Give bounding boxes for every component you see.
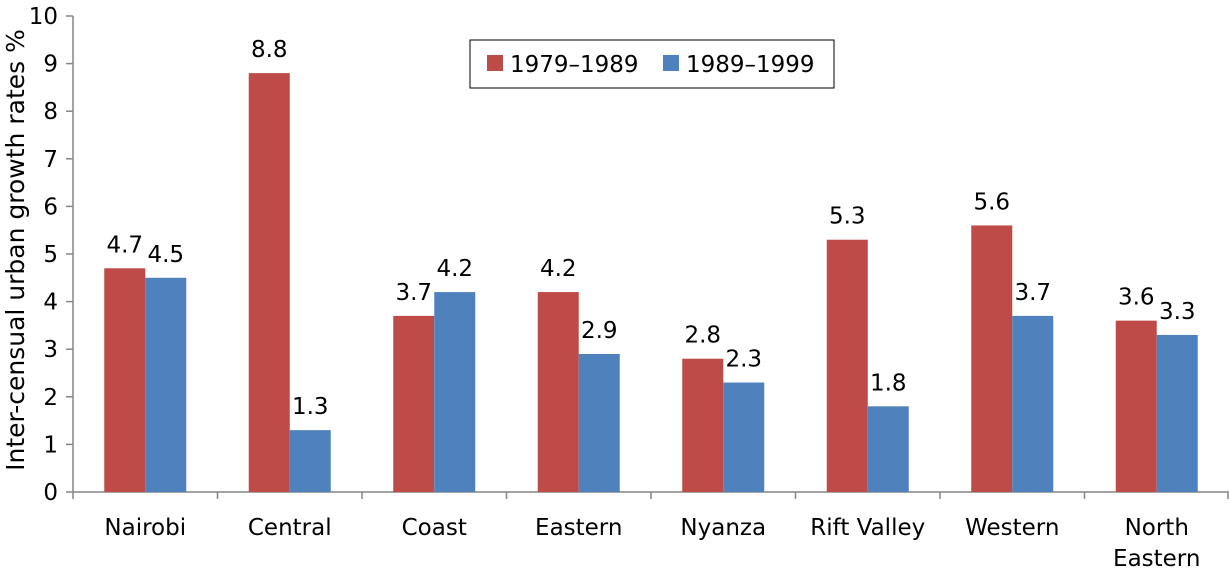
bar-value-label: 5.6 bbox=[973, 189, 1010, 215]
y-axis: 0 1 2 3 4 5 6 7 8 9 10 bbox=[29, 4, 74, 506]
bar-series-2 bbox=[1012, 315, 1054, 492]
bar-series-1 bbox=[104, 268, 146, 492]
bar-value-label: 3.7 bbox=[1014, 280, 1051, 306]
x-tick-label: Central bbox=[248, 515, 332, 541]
bar-series-1 bbox=[1115, 320, 1157, 492]
x-tick-label: North bbox=[1125, 515, 1189, 541]
bar-series-2 bbox=[434, 292, 476, 492]
y-tick-label: 2 bbox=[43, 385, 58, 411]
y-tick-label: 6 bbox=[43, 194, 58, 220]
bar-value-label: 4.5 bbox=[147, 242, 184, 268]
bar-series-1 bbox=[537, 292, 579, 492]
legend-swatch-2 bbox=[663, 55, 679, 71]
bar-series-2 bbox=[289, 430, 331, 492]
bar-value-label: 3.6 bbox=[1118, 285, 1155, 311]
y-tick-label: 1 bbox=[43, 432, 58, 458]
bar-value-label: 2.8 bbox=[684, 323, 721, 349]
x-tick-label: Eastern bbox=[1113, 546, 1200, 572]
bar-value-label: 3.3 bbox=[1159, 299, 1196, 325]
bar-series-2 bbox=[145, 277, 187, 492]
legend-box bbox=[469, 39, 835, 89]
legend-swatch-1 bbox=[487, 55, 503, 71]
bar-value-label: 1.3 bbox=[292, 394, 329, 420]
bar-value-label: 4.2 bbox=[436, 256, 473, 282]
x-tick-label: Coast bbox=[402, 515, 467, 541]
bar-value-label: 4.7 bbox=[106, 232, 143, 258]
bar-value-label: 2.9 bbox=[581, 318, 618, 344]
bar-series-1 bbox=[248, 73, 290, 493]
legend-label-1: 1979–1989 bbox=[510, 52, 639, 78]
bar-series-1 bbox=[826, 239, 868, 492]
x-axis: Nairobi Central Coast Eastern Nyanza Rift Val… bbox=[72, 491, 1229, 572]
y-tick-label: 0 bbox=[43, 480, 58, 506]
bar-series-1 bbox=[682, 358, 724, 492]
legend-label-2: 1989–1999 bbox=[686, 52, 815, 78]
y-tick-label: 9 bbox=[43, 52, 58, 78]
bars bbox=[104, 73, 1198, 493]
data-labels: 4.78.83.74.22.85.35.63.64.51.34.22.92.31… bbox=[106, 37, 1195, 420]
bar-series-2 bbox=[867, 406, 909, 492]
bar-value-label: 4.2 bbox=[540, 256, 577, 282]
y-tick-label: 5 bbox=[43, 242, 58, 268]
bar-series-1 bbox=[971, 225, 1013, 492]
bar-series-2 bbox=[578, 353, 620, 492]
y-axis-label: Inter-censual urban growth rates % bbox=[1, 29, 30, 471]
y-tick-label: 7 bbox=[43, 147, 58, 173]
bar-series-2 bbox=[1156, 334, 1198, 492]
bar-value-label: 3.7 bbox=[395, 280, 432, 306]
x-tick-label: Eastern bbox=[535, 515, 622, 541]
bar-series-2 bbox=[723, 382, 765, 492]
x-tick-label: Rift Valley bbox=[810, 515, 925, 541]
x-tick-label: Nyanza bbox=[680, 515, 766, 541]
x-tick-label: Nairobi bbox=[104, 515, 186, 541]
legend: 1979–1989 1989–1999 bbox=[469, 39, 835, 89]
y-tick-label: 10 bbox=[29, 4, 58, 30]
x-tick-label: Western bbox=[965, 515, 1059, 541]
bar-value-label: 5.3 bbox=[829, 204, 866, 230]
y-tick-label: 3 bbox=[43, 337, 58, 363]
bar-series-1 bbox=[393, 315, 435, 492]
bar-value-label: 2.3 bbox=[725, 347, 762, 373]
bar-value-label: 1.8 bbox=[870, 370, 907, 396]
bar-value-label: 8.8 bbox=[251, 37, 288, 63]
y-tick-label: 8 bbox=[43, 99, 58, 125]
y-tick-label: 4 bbox=[43, 290, 58, 316]
